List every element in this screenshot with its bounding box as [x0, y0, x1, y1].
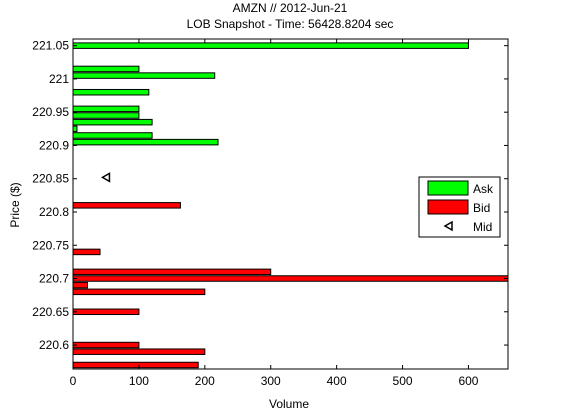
y-axis: 220.6 220.65 220.7 220.75 220.8 220.85 220.9 22…	[32, 39, 508, 352]
bid-bar	[72, 281, 88, 289]
bid-bar	[72, 361, 199, 369]
x-tick-label: 300	[261, 374, 281, 388]
x-tick-label: 200	[195, 374, 215, 388]
ask-bar	[72, 42, 469, 49]
plot-area-frame	[72, 38, 509, 370]
ask-bar	[72, 132, 153, 139]
bid-bar	[72, 288, 206, 296]
y-tick-label: 220.9	[39, 138, 69, 152]
bid-bar	[72, 348, 206, 355]
legend: Ask Bid Mid	[418, 176, 501, 238]
ask-bar	[72, 65, 140, 73]
y-tick-label: 220.6	[39, 338, 69, 352]
legend-swatch-bid	[427, 199, 469, 215]
ask-bar	[72, 138, 219, 146]
legend-swatch-ask	[427, 180, 469, 196]
x-axis: 0 100 200 300 400 500 600	[70, 39, 479, 388]
y-tick-label: 221.05	[32, 39, 69, 53]
x-tick-label: 500	[393, 374, 413, 388]
x-tick-label: 0	[70, 374, 77, 388]
chart-subtitle: LOB Snapshot - Time: 56428.8204 sec	[187, 17, 394, 31]
ask-bar	[72, 105, 140, 113]
y-tick-label: 220.65	[32, 305, 69, 319]
x-tick-label: 600	[458, 374, 478, 388]
bid-bar	[72, 202, 181, 209]
legend-label-ask: Ask	[473, 182, 494, 196]
bid-bar	[72, 341, 140, 349]
x-tick-label: 100	[129, 374, 149, 388]
legend-marker-mid	[443, 220, 453, 232]
bid-bar	[72, 248, 101, 256]
y-tick-label: 220.7	[39, 272, 69, 286]
ask-bar	[72, 72, 216, 79]
legend-label-bid: Bid	[473, 201, 490, 215]
y-tick-label: 220.95	[32, 105, 69, 119]
bid-bar	[72, 308, 140, 316]
y-tick-label: 220.85	[32, 172, 69, 186]
mid-layer	[100, 172, 111, 183]
mid-marker	[100, 172, 111, 183]
x-tick-label: 400	[327, 374, 347, 388]
ask-bar	[72, 118, 153, 126]
y-tick-label: 220.75	[32, 238, 69, 252]
y-tick-label: 221	[49, 72, 69, 86]
x-axis-label: Volume	[269, 397, 309, 411]
y-tick-label: 220.8	[39, 205, 69, 219]
bid-bar	[72, 268, 272, 276]
bars-layer	[72, 42, 509, 369]
legend-label-mid: Mid	[473, 220, 492, 234]
ask-bar	[72, 112, 140, 119]
bid-bar	[72, 275, 509, 282]
ask-bar	[72, 125, 78, 133]
ask-bar	[72, 88, 150, 96]
y-axis-label: Price ($)	[8, 182, 22, 227]
chart-title: AMZN // 2012-Jun-21	[233, 1, 348, 15]
